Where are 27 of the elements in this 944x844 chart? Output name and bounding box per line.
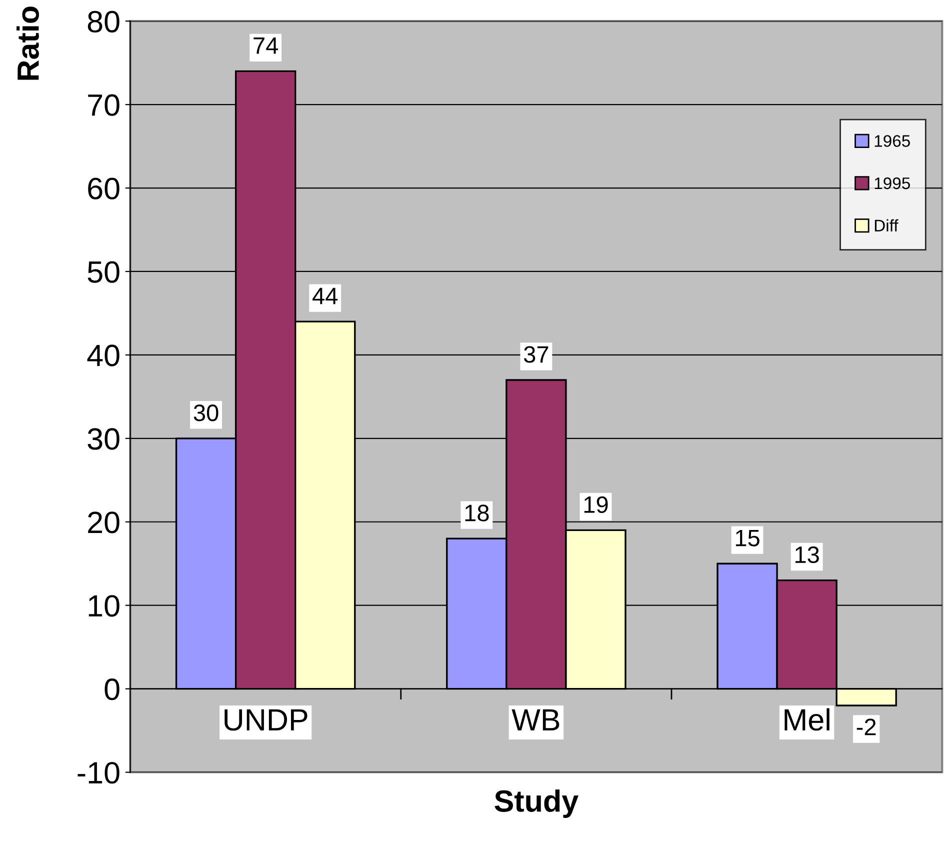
y-tick-label: 20 bbox=[88, 512, 120, 534]
x-tick-label: WB bbox=[512, 709, 560, 730]
data-label: 18 bbox=[465, 504, 489, 522]
y-tick-label: -10 bbox=[78, 762, 120, 784]
y-tick-label: 50 bbox=[88, 261, 120, 283]
y-tick-label: 30 bbox=[88, 428, 120, 450]
y-tick-label: 60 bbox=[88, 178, 120, 200]
data-label: 30 bbox=[194, 404, 218, 422]
x-tick-label: Mel bbox=[784, 708, 830, 731]
data-label: -2 bbox=[856, 718, 876, 736]
data-label: 19 bbox=[584, 496, 608, 514]
data-label: 37 bbox=[524, 346, 548, 363]
y-tick-label: 70 bbox=[88, 94, 120, 116]
data-label: 13 bbox=[795, 546, 819, 564]
x-tick-label: UNDP bbox=[224, 709, 308, 731]
x-axis-title: Study bbox=[494, 790, 578, 818]
y-tick-label: 0 bbox=[104, 678, 120, 700]
legend-label: 1965 bbox=[874, 135, 910, 147]
legend-label: Diff bbox=[874, 219, 898, 232]
data-label: 15 bbox=[736, 530, 760, 546]
legend-label: 1995 bbox=[874, 177, 910, 190]
data-label: 74 bbox=[254, 38, 278, 54]
data-label: 44 bbox=[312, 288, 338, 304]
y-tick-label: 80 bbox=[88, 10, 120, 32]
y-tick-label: 10 bbox=[88, 595, 120, 617]
y-axis-title: Ratio bbox=[16, 6, 39, 80]
y-tick-label: 40 bbox=[87, 344, 120, 366]
